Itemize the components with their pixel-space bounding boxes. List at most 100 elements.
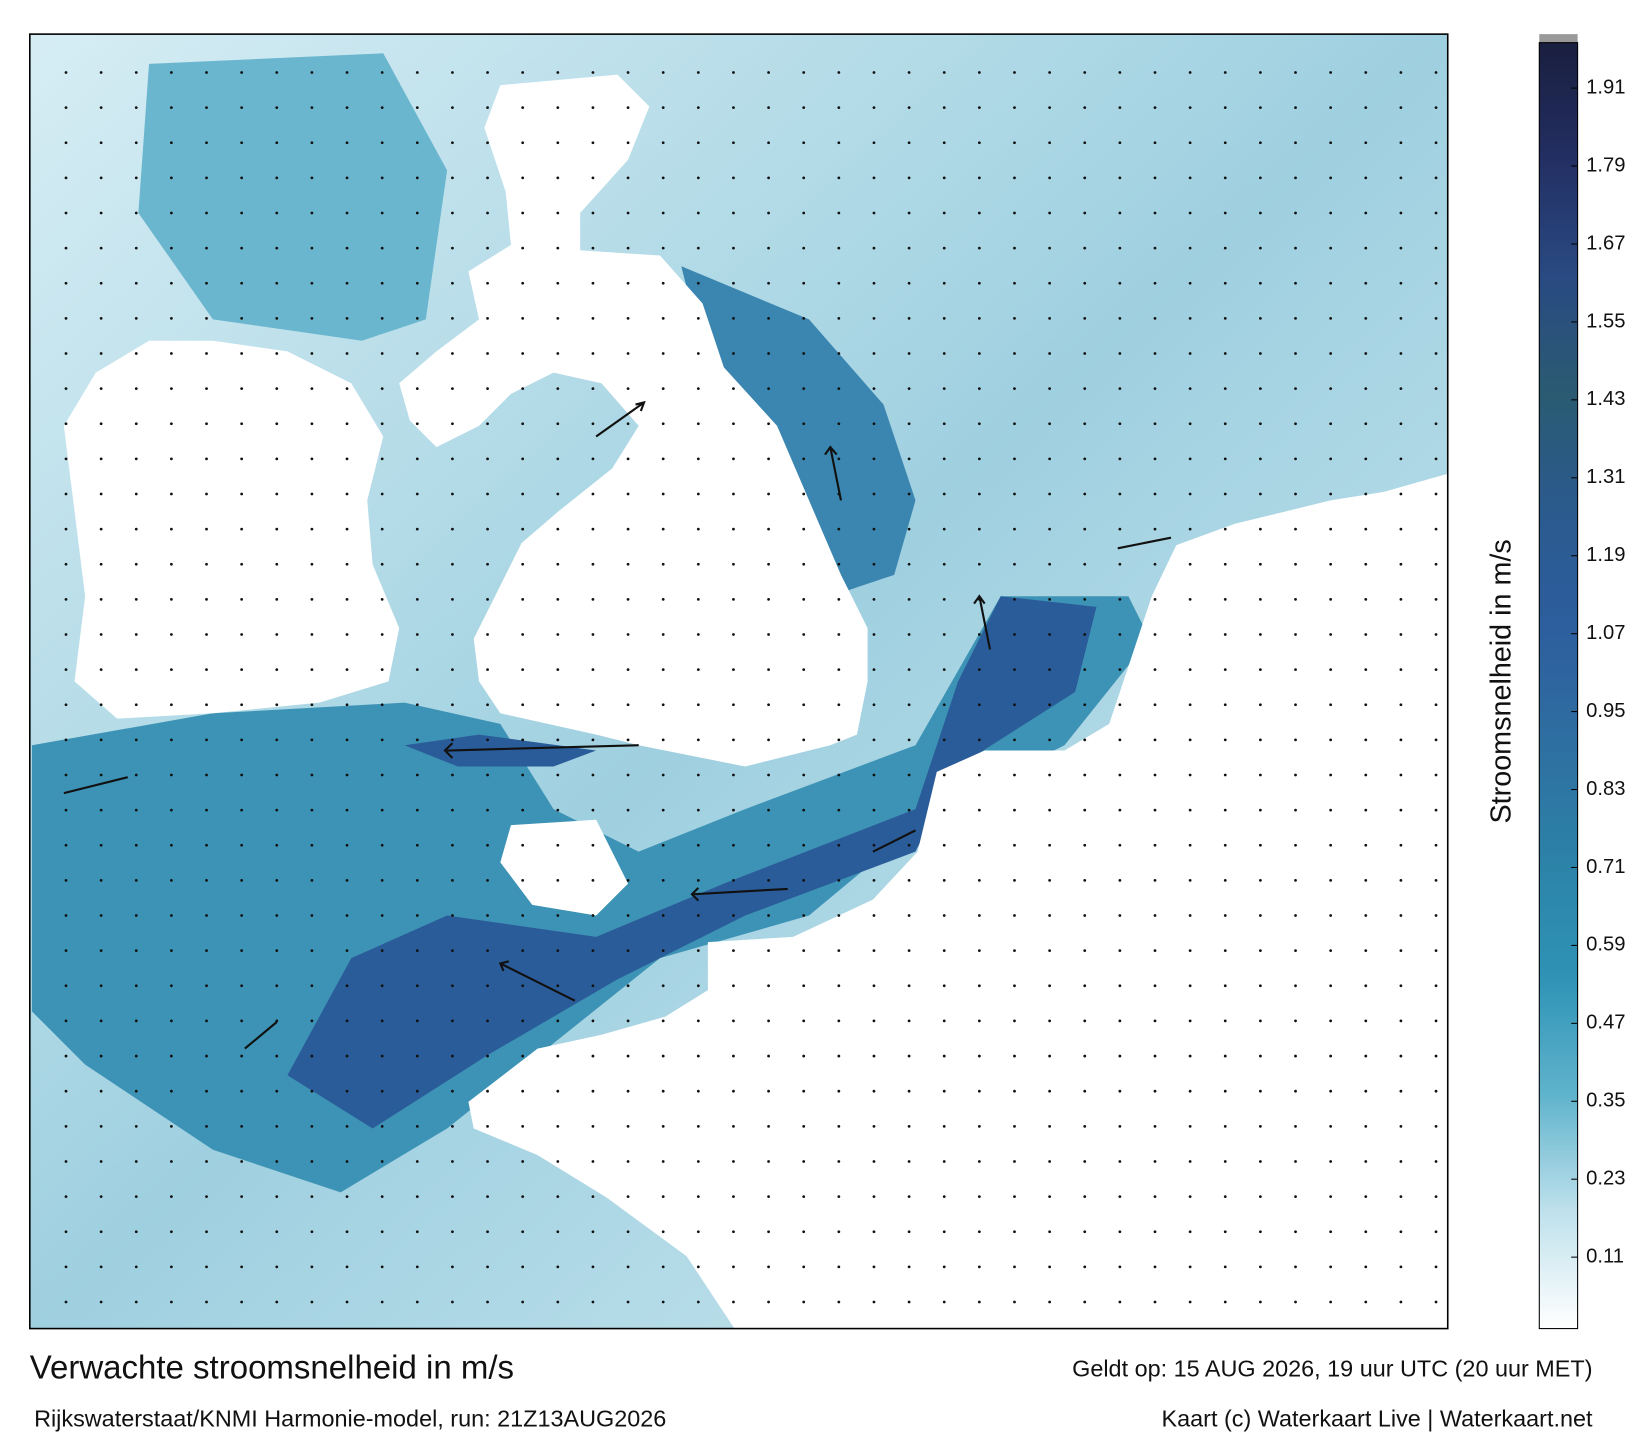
grid-dot — [661, 422, 665, 426]
grid-dot — [1048, 1195, 1051, 1198]
grid-dot — [134, 457, 138, 461]
grid-dot — [64, 668, 68, 672]
grid-dot — [486, 668, 489, 672]
grid-dot — [451, 1054, 454, 1058]
grid-dot — [1399, 843, 1403, 847]
grid-dot — [1048, 141, 1051, 145]
grid-dot — [415, 773, 419, 777]
grid-dot — [626, 598, 630, 601]
grid-dot — [64, 703, 68, 707]
grid-dot — [415, 106, 419, 109]
grid-dot — [1399, 176, 1403, 180]
grid-dot — [626, 703, 630, 707]
grid-dot — [1364, 668, 1368, 672]
grid-dot — [521, 1195, 525, 1198]
grid-dot — [415, 1300, 419, 1304]
grid-dot — [345, 1019, 349, 1023]
grid-dot — [99, 422, 103, 426]
grid-dot — [1153, 808, 1157, 812]
grid-dot — [345, 246, 349, 250]
grid-dot — [1399, 246, 1403, 250]
grid-dot — [661, 1019, 665, 1023]
grid-dot — [942, 352, 946, 355]
grid-dot — [451, 1019, 454, 1023]
grid-dot — [696, 808, 700, 812]
land — [399, 74, 868, 767]
grid-dot — [64, 316, 68, 320]
grid-dot — [837, 843, 841, 847]
grid-dot — [591, 176, 595, 180]
grid-dot — [451, 1265, 454, 1269]
grid-dot — [1329, 1265, 1333, 1269]
grid-dot — [1118, 457, 1122, 461]
grid-dot — [1013, 1230, 1016, 1234]
grid-dot — [1434, 492, 1438, 496]
grid-dot — [591, 1230, 595, 1234]
grid-dot — [1223, 598, 1227, 601]
grid-dot — [767, 1124, 770, 1128]
grid-dot — [1048, 562, 1051, 566]
grid-dot — [1364, 703, 1368, 707]
grid-dot — [415, 1019, 419, 1023]
grid-dot — [1188, 457, 1192, 461]
grid-dot — [626, 492, 630, 496]
grid-dot — [521, 352, 525, 355]
grid-dot — [240, 352, 244, 355]
grid-dot — [1294, 668, 1297, 672]
grid-dot — [1013, 949, 1016, 953]
grid-dot — [64, 1265, 68, 1269]
grid-dot — [380, 1089, 384, 1093]
grid-dot — [1188, 141, 1192, 145]
grid-dot — [1223, 1124, 1227, 1128]
grid-dot — [942, 1195, 946, 1198]
grid-dot — [1188, 316, 1192, 320]
grid-dot — [205, 211, 208, 215]
grid-dot — [1434, 562, 1438, 566]
grid-dot — [240, 176, 244, 180]
grid-dot — [521, 141, 525, 145]
grid-dot — [345, 1160, 349, 1163]
grid-dot — [275, 1195, 279, 1198]
grid-dot — [872, 984, 876, 988]
grid-dot — [942, 633, 946, 636]
grid-dot — [1188, 668, 1192, 672]
grid-dot — [802, 457, 806, 461]
grid-dot — [1013, 633, 1016, 636]
grid-dot — [310, 1300, 314, 1304]
grid-dot — [907, 492, 911, 496]
grid-dot — [767, 703, 770, 707]
grid-dot — [486, 879, 489, 882]
grid-dot — [170, 703, 173, 707]
grid-dot — [486, 1160, 489, 1163]
grid-dot — [380, 352, 384, 355]
grid-dot — [134, 1019, 138, 1023]
grid-dot — [134, 352, 138, 355]
grid-dot — [486, 773, 489, 777]
grid-dot — [1294, 1230, 1297, 1234]
grid-dot — [275, 633, 279, 636]
grid-dot — [521, 71, 525, 74]
grid-dot — [837, 457, 841, 461]
grid-dot — [134, 141, 138, 145]
grid-dot — [240, 387, 244, 390]
grid-dot — [486, 949, 489, 953]
grid-dot — [240, 633, 244, 636]
grid-dot — [696, 984, 700, 988]
grid-dot — [1188, 176, 1192, 180]
grid-dot — [626, 1019, 630, 1023]
grid-dot — [556, 1019, 560, 1023]
grid-dot — [767, 422, 770, 426]
grid-dot — [1294, 1124, 1297, 1128]
land — [500, 819, 629, 916]
grid-dot — [1013, 246, 1016, 250]
grid-dot — [872, 492, 876, 496]
grid-dot — [696, 914, 700, 917]
grid-dot — [1294, 281, 1297, 285]
grid-dot — [205, 668, 208, 672]
grid-dot — [837, 1265, 841, 1269]
grid-dot — [872, 1124, 876, 1128]
grid-dot — [1153, 1019, 1157, 1023]
grid-dot — [134, 176, 138, 180]
grid-dot — [275, 281, 279, 285]
grid-dot — [977, 71, 981, 74]
